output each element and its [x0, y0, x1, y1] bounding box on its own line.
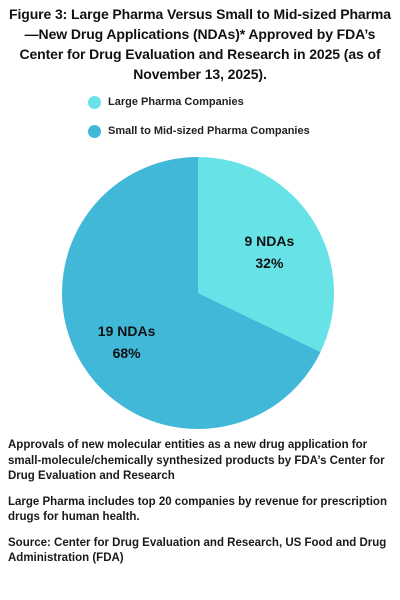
note-large-pharma-definition: Large Pharma includes top 20 companies b… — [8, 495, 387, 524]
legend-item-large-pharma: Large Pharma Companies — [88, 94, 378, 110]
legend-item-small-mid-pharma: Small to Mid-sized Pharma Companies — [88, 123, 378, 139]
note-source: Source: Center for Drug Evaluation and R… — [8, 536, 387, 565]
pie-slice-large-pharma — [198, 157, 334, 353]
note-nda-definition: Approvals of new molecular entities as a… — [8, 439, 385, 482]
slice-percent-label-small-mid-pharma: 68% — [113, 345, 142, 361]
legend-label-large-pharma: Large Pharma Companies — [108, 96, 244, 108]
pie-slice-small-mid-pharma — [62, 157, 321, 429]
chart-legend: Large Pharma Companies Small to Mid-size… — [88, 94, 378, 152]
legend-swatch-small-mid-pharma — [88, 124, 101, 138]
legend-swatch-large-pharma — [88, 95, 101, 109]
slice-count-label-small-mid-pharma: 19 NDAs — [98, 323, 156, 339]
chart-title: Figure 3: Large Pharma Versus Small to M… — [9, 6, 391, 82]
slice-percent-label-large-pharma: 32% — [255, 255, 284, 271]
chart-notes: Approvals of new molecular entities as a… — [8, 438, 396, 577]
slice-count-label-large-pharma: 9 NDAs — [244, 233, 294, 249]
legend-label-small-mid-pharma: Small to Mid-sized Pharma Companies — [108, 125, 310, 137]
